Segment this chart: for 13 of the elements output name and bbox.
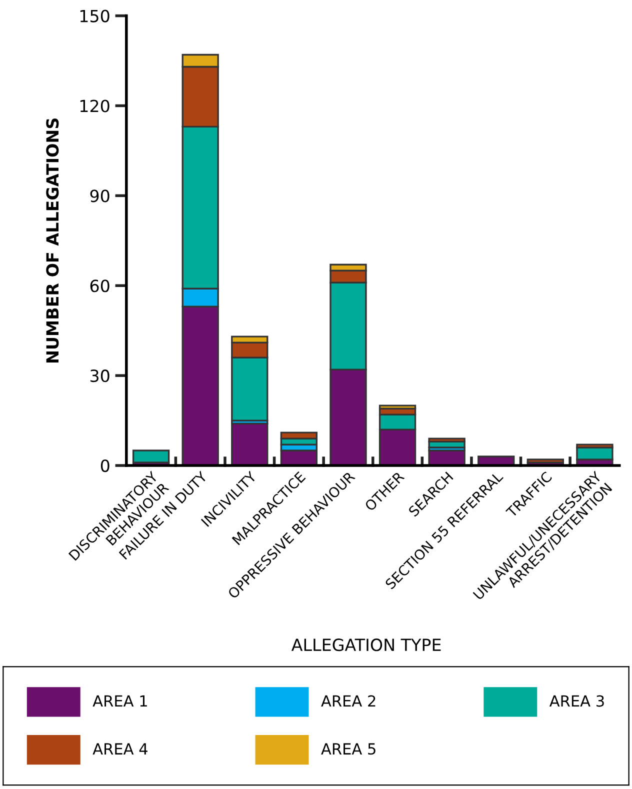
x-axis-title: ALLEGATION TYPE: [291, 638, 441, 652]
y-tick-label: 150: [80, 10, 110, 22]
y-tick-label: 90: [90, 190, 110, 202]
y-tick-label: 120: [80, 100, 110, 112]
legend-label: AREA 2: [321, 695, 376, 707]
legend-label: AREA 4: [92, 743, 148, 754]
y-axis-title: NUMBER OF ALLEGATIONS: [46, 118, 59, 362]
y-tick-label: 30: [90, 370, 110, 382]
y-tick-label: 60: [90, 280, 110, 292]
legend-label: AREA 1: [92, 695, 147, 707]
legend-label: AREA 5: [321, 743, 376, 755]
y-tick-label: 0: [100, 459, 110, 472]
legend-label: AREA 3: [549, 695, 604, 707]
